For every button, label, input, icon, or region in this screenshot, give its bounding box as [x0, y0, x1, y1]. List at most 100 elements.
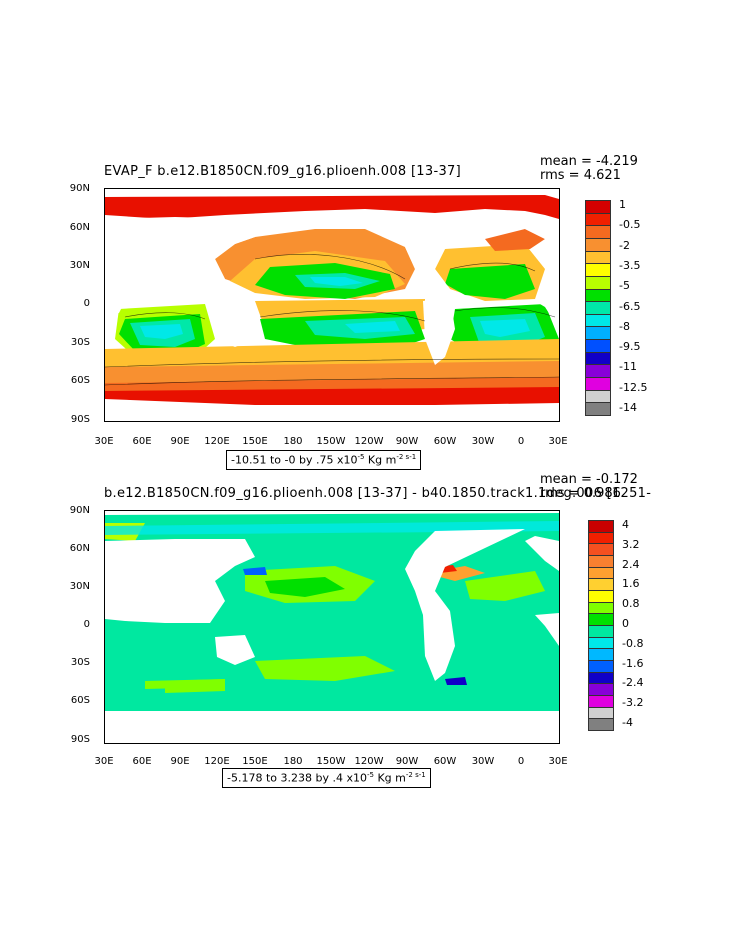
- panel1-stats: mean = -4.219 rms = 4.621: [540, 154, 638, 183]
- panel1-lon-60w: 60W: [433, 436, 457, 447]
- panel1-legend: 1 -0.5 -2 -3.5 -5 -6.5 -8 -9.5 -11 -12.5 -14: [585, 198, 665, 416]
- panel2-legend-label: 0.8: [622, 597, 640, 611]
- panel1-legend-label: -11: [619, 360, 637, 374]
- panel1-legend-swatch: [585, 263, 611, 277]
- panel1-lon-90e: 90E: [170, 436, 190, 447]
- panel2-lon-120e: 120E: [204, 756, 230, 767]
- panel1-title: EVAP_F b.e12.B1850CN.f09_g16.plioenh.008…: [104, 164, 461, 179]
- panel2-legend-label: 2.4: [622, 557, 640, 571]
- panel2-difference-field: [105, 513, 559, 743]
- panel2-lat-0: 0: [83, 619, 90, 630]
- panel2-lat-90n: 90N: [69, 505, 90, 516]
- panel1-legend-swatch: [585, 225, 611, 239]
- panel2-lon-150e: 150E: [242, 756, 268, 767]
- panel2-lon-60w: 60W: [433, 756, 457, 767]
- panel1-legend-swatch: [585, 212, 611, 227]
- panel2-lon-30e: 30E: [94, 756, 114, 767]
- panel2-legend-label: -2.4: [622, 676, 644, 690]
- panel1-legend-swatch: [585, 389, 611, 404]
- panel2-lon-30w: 30W: [471, 756, 495, 767]
- panel1-legend-label: -14: [619, 401, 637, 414]
- panel1-evaporation-field: [105, 195, 559, 421]
- panel2-lon-180: 180: [283, 756, 303, 767]
- panel1-lon-60e: 60E: [132, 436, 152, 447]
- panel2-legend-label: -3.2: [622, 696, 644, 710]
- panel1-contour-note: -10.51 to -0 by .75 x10-5 Kg m-2 s-1: [226, 450, 422, 470]
- panel1-lat-30s: 30S: [70, 337, 90, 348]
- panel1-legend-swatch: [585, 402, 611, 416]
- panel1-legend-swatch: [585, 275, 611, 290]
- panel1-legend-swatch: [585, 237, 611, 252]
- panel1-lat-30n: 30N: [69, 260, 90, 271]
- panel1-legend-swatch: [585, 351, 611, 366]
- panel1-legend-label: -8: [619, 319, 630, 333]
- panel2-legend-label: 3.2: [622, 537, 640, 551]
- panel1-map: [104, 188, 560, 422]
- panel1-lon-0: 0: [517, 436, 525, 447]
- panel1-legend-swatch: [585, 339, 611, 353]
- panel2-contour-note: -5.178 to 3.238 by .4 x10-5 Kg m-2 s-1: [222, 768, 431, 788]
- panel1-lon-120e: 120E: [204, 436, 230, 447]
- panel2-title: b.e12.B1850CN.f09_g16.plioenh.008 [13-37…: [104, 486, 652, 501]
- panel1-contour-units-exp: -2 s-1: [396, 453, 417, 461]
- panel2-lat-60s: 60S: [70, 695, 90, 706]
- panel2-lon-120w: 120W: [354, 756, 384, 767]
- panel1-legend-swatch: [585, 301, 611, 315]
- panel2-lat-30n: 30N: [69, 581, 90, 592]
- panel1-lon-150w: 150W: [316, 436, 346, 447]
- panel1-legend-swatch: [585, 326, 611, 341]
- panel1-legend-label: -9.5: [619, 340, 641, 354]
- panel1-lon-150e: 150E: [242, 436, 268, 447]
- panel1-legend-label: -3.5: [619, 258, 641, 272]
- panel1-legend-label: -5: [619, 279, 630, 293]
- panel2-legend-label: -4: [622, 716, 633, 729]
- panel2-lat-60n: 60N: [69, 543, 90, 554]
- panel1-lon-30e-end: 30E: [548, 436, 568, 447]
- panel1-legend-label: -12.5: [619, 380, 648, 394]
- panel1-lat-60s: 60S: [70, 375, 90, 386]
- panel2-legend-label: -0.8: [622, 636, 644, 650]
- panel2-lon-30e-end: 30E: [548, 756, 568, 767]
- panel2-lat-90s: 90S: [70, 734, 90, 745]
- panel2-contour-units: Kg m: [373, 771, 406, 785]
- panel1-legend-swatch: [585, 250, 611, 265]
- panel1-lon-120w: 120W: [354, 436, 384, 447]
- panel1-legend-label: 1: [619, 198, 626, 211]
- panel2-legend-label: 0: [622, 617, 629, 630]
- panel1-lat-0: 0: [83, 298, 90, 309]
- panel1-legend-swatch: [585, 364, 611, 379]
- panel1-lon-90w: 90W: [395, 436, 419, 447]
- panel2-map: [104, 510, 560, 744]
- panel2-lon-90w: 90W: [395, 756, 419, 767]
- panel1-lat-90n: 90N: [69, 183, 90, 194]
- panel1-legend-swatch: [585, 377, 611, 391]
- panel2-legend: 4 3.2 2.4 1.6 0.8 0 -0.8 -1.6 -2.4 -3.2 -4: [588, 518, 668, 731]
- panel2-lon-60e: 60E: [132, 756, 152, 767]
- panel1-lon-180: 180: [283, 436, 303, 447]
- panel2-contour-range: -5.178 to 3.238 by .4 x10: [227, 771, 367, 785]
- panel1-contour-units: Kg m: [364, 453, 397, 467]
- panel2-lon-0: 0: [517, 756, 525, 767]
- panel1-legend-swatch: [585, 313, 611, 328]
- panel1-contour-exp: -5: [357, 453, 365, 461]
- panel1-legend-label: -2: [619, 238, 630, 252]
- panel2-lat-30s: 30S: [70, 657, 90, 668]
- panel2-stats: mean = -0.172 rms = 0.986: [540, 472, 638, 501]
- panel2-legend-swatch: [588, 718, 614, 731]
- panel1-legend-swatch: [585, 288, 611, 303]
- panel2-lon-90e: 90E: [170, 756, 190, 767]
- panel1-lat-60n: 60N: [69, 222, 90, 233]
- panel1-contour-range: -10.51 to -0 by .75 x10: [231, 453, 358, 467]
- panel1-legend-label: -6.5: [619, 299, 641, 313]
- panel1-legend-swatch: [585, 200, 611, 214]
- panel1-lon-30e: 30E: [94, 436, 114, 447]
- panel2-contour-exp: -5: [366, 771, 374, 779]
- panel1-legend-label: -0.5: [619, 218, 641, 232]
- panel1-lon-30w: 30W: [471, 436, 495, 447]
- panel2-lon-150w: 150W: [316, 756, 346, 767]
- panel1-lat-90s: 90S: [70, 414, 90, 425]
- panel2-legend-label: -1.6: [622, 656, 644, 670]
- panel2-legend-label: 4: [622, 518, 629, 531]
- panel2-contour-units-exp: -2 s-1: [405, 771, 426, 779]
- panel2-legend-label: 1.6: [622, 577, 640, 591]
